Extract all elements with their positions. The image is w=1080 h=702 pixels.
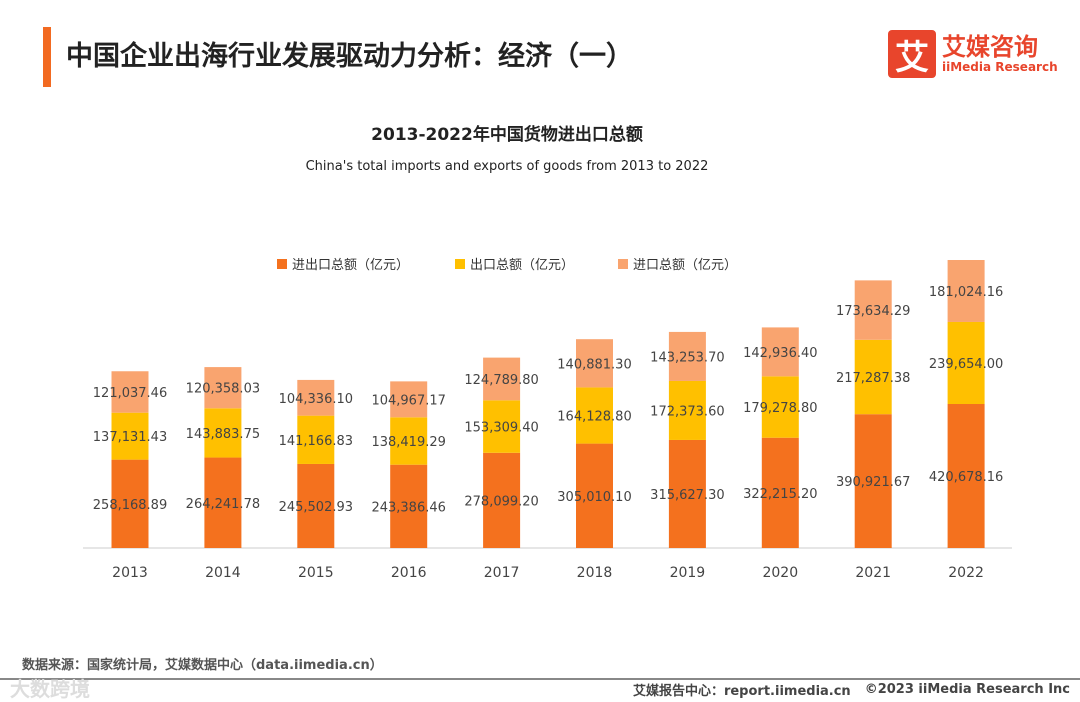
watermark: 大数跨境 — [10, 677, 90, 701]
logo-mark: 艾 — [888, 30, 936, 78]
data-label: 164,128.80 — [557, 410, 631, 425]
data-label: 315,627.30 — [650, 488, 724, 503]
x-tick-label: 2014 — [205, 565, 241, 581]
bar-segment — [761, 327, 799, 377]
chart-title: 2013-2022年中国货物进出口总额 — [371, 124, 643, 145]
bar-segment — [668, 331, 706, 381]
footer-divider — [0, 678, 1080, 680]
data-label: 104,967.17 — [371, 393, 445, 408]
bar-segment — [761, 376, 799, 438]
bar-segment — [297, 463, 335, 548]
legend-label: 出口总额（亿元） — [470, 258, 574, 273]
data-label: 179,278.80 — [743, 401, 817, 416]
data-label: 141,166.83 — [279, 434, 353, 449]
title-accent-bar — [43, 27, 51, 87]
bar-segment — [576, 387, 613, 444]
bar-segment — [483, 357, 521, 401]
data-label: 278,099.20 — [464, 494, 538, 509]
bar-segment — [297, 379, 335, 416]
bar-segment — [390, 381, 428, 418]
data-label: 420,678.16 — [929, 470, 1003, 485]
data-label: 243,386.46 — [371, 500, 445, 515]
x-tick-label: 2018 — [577, 565, 613, 581]
data-label: 172,373.60 — [650, 404, 724, 419]
data-label: 264,241.78 — [186, 497, 260, 512]
x-tick-label: 2019 — [670, 565, 706, 581]
legend-label: 进口总额（亿元） — [633, 258, 737, 273]
report-center-link[interactable]: 艾媒报告中心：report.iimedia.cn — [632, 684, 851, 699]
x-tick-label: 2013 — [112, 565, 148, 581]
logo-cn: 艾媒咨询 — [942, 33, 1038, 61]
data-label: 322,215.20 — [743, 487, 817, 502]
legend-label: 进出口总额（亿元） — [292, 258, 409, 273]
x-tick-label: 2016 — [391, 565, 427, 581]
iimedia-logo: 艾 艾媒咨询 iiMedia Research — [888, 30, 1058, 78]
bar-segment — [111, 459, 149, 548]
bar-segment — [204, 457, 242, 548]
bar-segment — [576, 339, 613, 388]
data-label: 104,336.10 — [279, 392, 353, 407]
bar-segment — [111, 371, 149, 413]
legend-swatch — [455, 259, 465, 269]
bar-segment — [761, 437, 799, 548]
data-label: 121,037.46 — [93, 386, 167, 401]
data-label: 124,789.80 — [464, 373, 538, 388]
bar-segment — [390, 417, 428, 465]
bar-segment — [947, 321, 985, 404]
bar-segment — [668, 380, 706, 440]
data-label: 138,419.29 — [371, 435, 445, 450]
bar-segment — [576, 443, 613, 548]
data-label: 143,883.75 — [186, 427, 260, 442]
bar-segment — [483, 400, 521, 453]
bar-segment — [947, 260, 985, 322]
data-label: 181,024.16 — [929, 285, 1003, 300]
x-tick-label: 2017 — [484, 565, 520, 581]
footer: 艾媒报告中心：report.iimedia.cn ©2023 iiMedia R… — [633, 680, 1070, 699]
data-label: 245,502.93 — [279, 500, 353, 515]
bar-segment — [297, 415, 335, 464]
data-label: 239,654.00 — [929, 357, 1003, 372]
bar-segment — [111, 412, 149, 460]
copyright: ©2023 iiMedia Research Inc — [864, 682, 1070, 697]
bar-segment — [668, 439, 706, 548]
data-label: 390,921.67 — [836, 475, 910, 490]
data-label: 217,287.38 — [836, 371, 910, 386]
logo-en: iiMedia Research — [942, 60, 1058, 74]
x-tick-label: 2021 — [855, 565, 891, 581]
data-label: 173,634.29 — [836, 304, 910, 319]
data-source: 数据来源：国家统计局，艾媒数据中心（data.iimedia.cn） — [22, 658, 383, 673]
data-label: 140,881.30 — [557, 357, 631, 372]
x-tick-label: 2020 — [762, 565, 798, 581]
bar-segment — [483, 452, 521, 548]
legend-swatch — [277, 259, 287, 269]
x-tick-label: 2022 — [948, 565, 984, 581]
data-label: 120,358.03 — [186, 382, 260, 397]
data-label: 258,168.89 — [93, 498, 167, 513]
chart-subtitle: China's total imports and exports of goo… — [306, 159, 709, 174]
legend-swatch — [618, 259, 628, 269]
bar-segment — [854, 280, 892, 340]
x-tick-label: 2015 — [298, 565, 334, 581]
page-title: 中国企业出海行业发展驱动力分析：经济（一） — [66, 41, 633, 72]
data-label: 137,131.43 — [93, 430, 167, 445]
data-label: 305,010.10 — [557, 490, 631, 505]
data-label: 143,253.70 — [650, 350, 724, 365]
bar-segment — [204, 367, 242, 409]
bar-segment — [204, 408, 242, 458]
bar-segment — [390, 464, 428, 548]
data-label: 153,309.40 — [464, 421, 538, 436]
bar-segment — [947, 404, 985, 548]
bar-segment — [854, 339, 892, 415]
data-label: 142,936.40 — [743, 346, 817, 361]
bar-segment — [854, 414, 892, 548]
